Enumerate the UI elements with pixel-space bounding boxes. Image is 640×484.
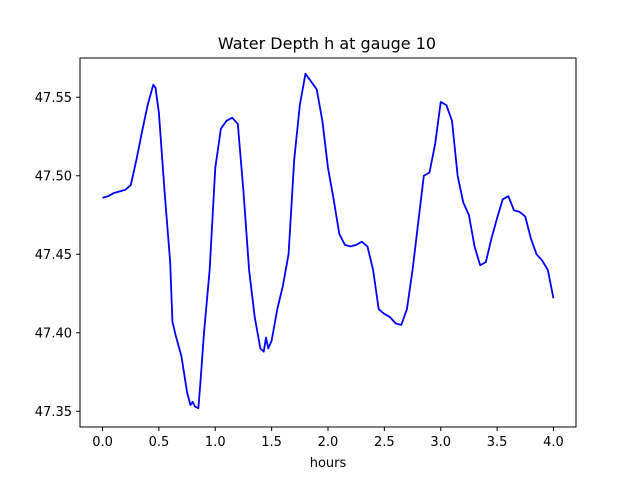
y-tick-label: 47.50 xyxy=(35,169,72,184)
y-tick-label: 47.35 xyxy=(35,405,72,420)
x-axis-label: hours xyxy=(310,456,347,471)
chart-title: Water Depth h at gauge 10 xyxy=(218,34,436,53)
x-tick-label: 4.0 xyxy=(543,435,564,450)
x-tick-label: 0.5 xyxy=(149,435,170,450)
x-tick-label: 0.0 xyxy=(92,435,113,450)
x-tick-label: 2.5 xyxy=(374,435,395,450)
y-tick-label: 47.40 xyxy=(35,326,72,341)
y-tick-label: 47.45 xyxy=(35,248,72,263)
x-tick-label: 2.0 xyxy=(318,435,339,450)
x-tick-label: 3.0 xyxy=(430,435,451,450)
y-tick-label: 47.55 xyxy=(35,91,72,106)
x-tick-label: 1.5 xyxy=(261,435,282,450)
x-tick-label: 3.5 xyxy=(487,435,508,450)
series-line-0 xyxy=(102,72,555,410)
x-tick-label: 1.0 xyxy=(205,435,226,450)
